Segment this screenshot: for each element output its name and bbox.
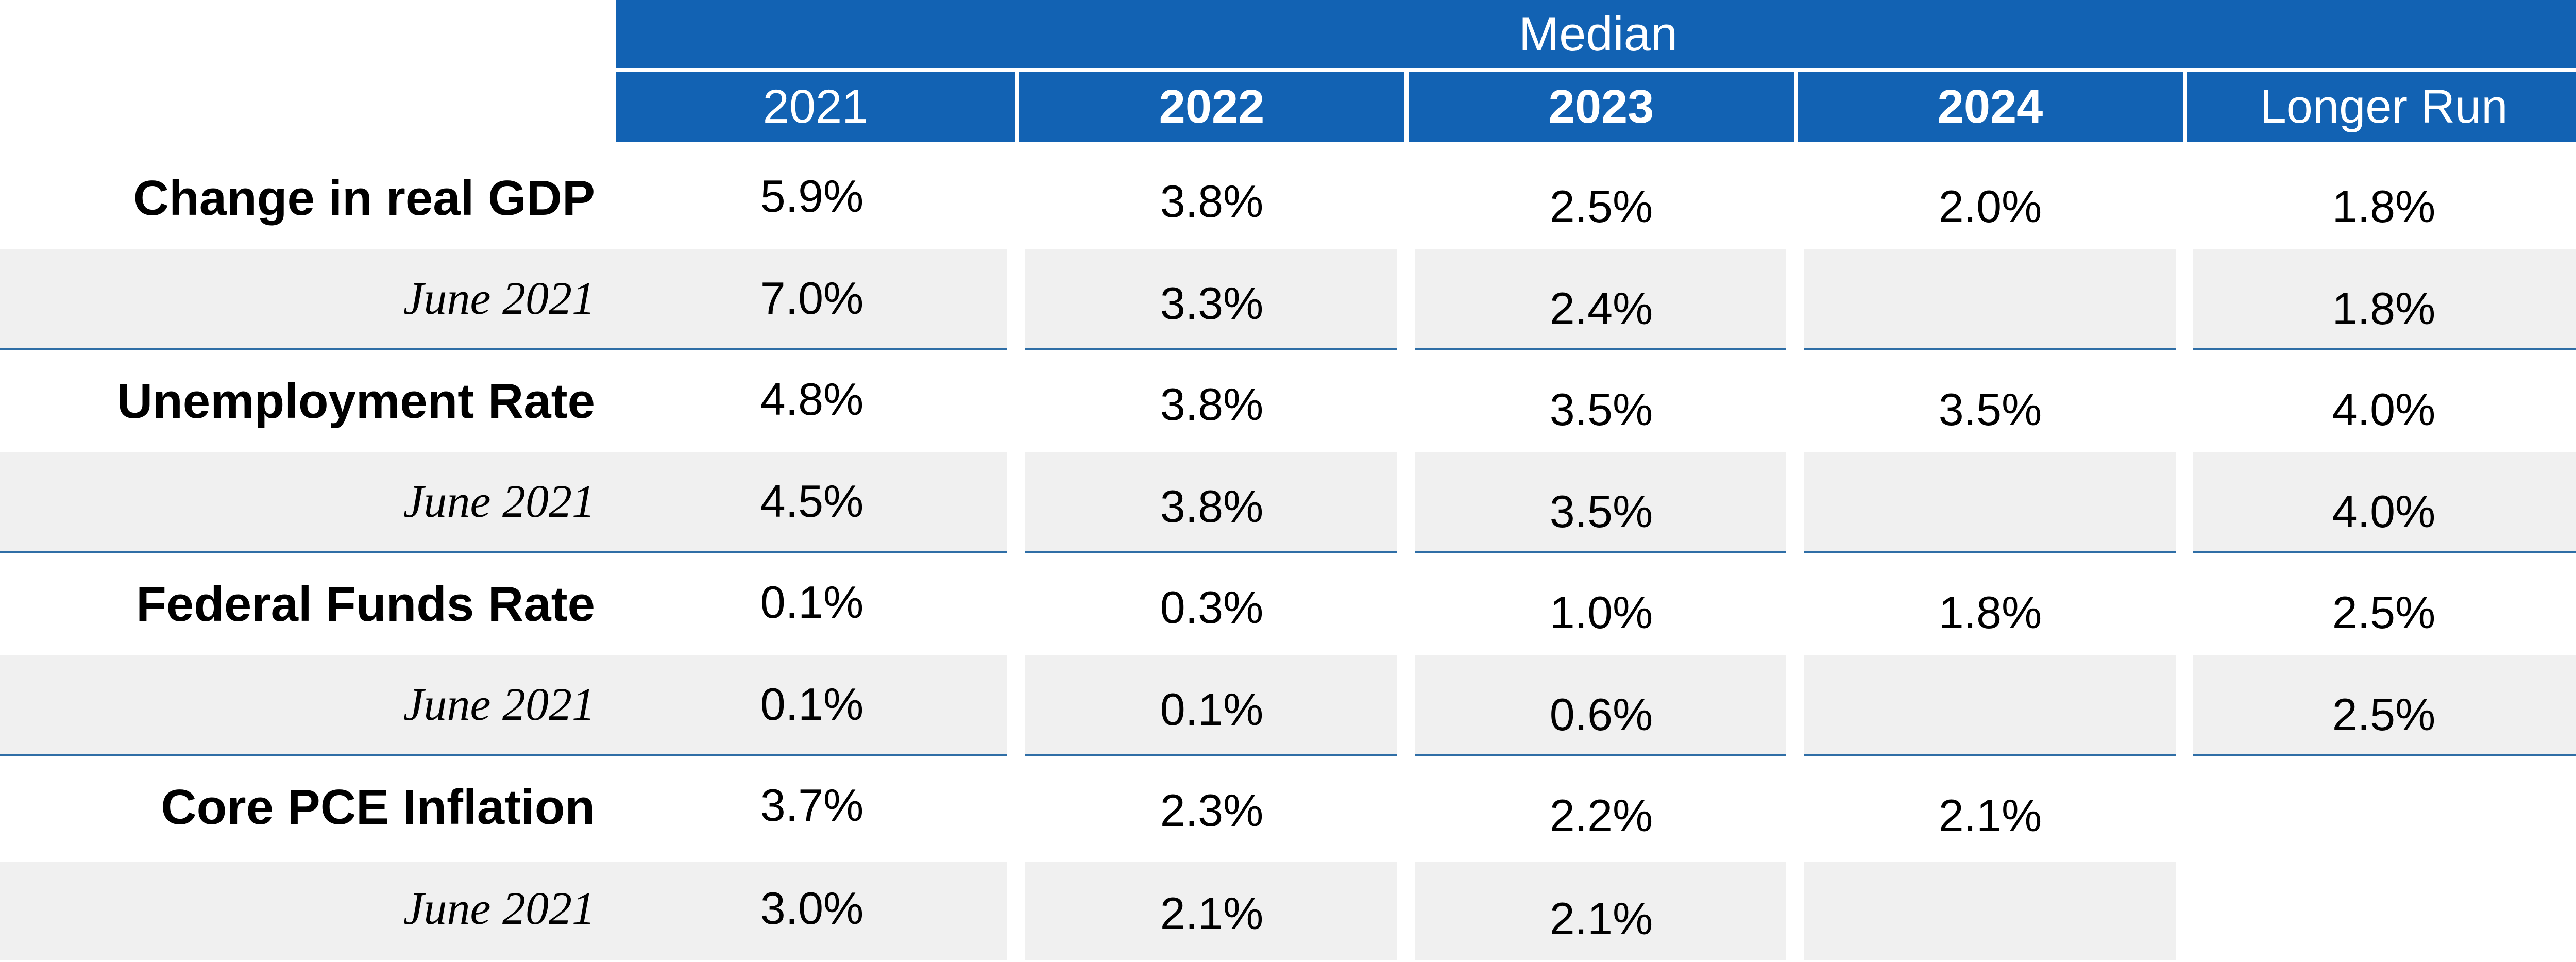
column-header-2022: 2022 (1019, 72, 1404, 142)
shaded-cell-band (1415, 249, 1786, 348)
shaded-cell-band (2193, 452, 2576, 551)
shaded-cell-band (1025, 862, 1397, 960)
row-divider (2193, 754, 2576, 756)
table-cell: 3.8% (1160, 481, 1264, 532)
table-cell: 2.4% (1549, 283, 1653, 334)
row-label-june-2021-unemployment: June 2021 (403, 476, 595, 527)
table-cell: 7.0% (760, 273, 864, 324)
table-cell: 0.6% (1549, 689, 1653, 740)
table-cell: 3.8% (1160, 176, 1264, 227)
table-cell: 2.2% (1549, 790, 1653, 841)
table-cell: 3.3% (1160, 278, 1264, 329)
row-divider (2193, 348, 2576, 350)
shaded-cell-band (1804, 249, 2176, 348)
table-cell: 4.0% (2332, 486, 2436, 537)
row-divider (1415, 754, 1786, 756)
table-cell: 3.5% (1549, 384, 1653, 435)
table-cell: 3.5% (1938, 384, 2042, 435)
table-cell: 0.1% (760, 577, 864, 628)
shaded-cell-band (1025, 249, 1397, 348)
table-cell: 3.7% (760, 780, 864, 831)
shaded-row-band (0, 452, 1007, 551)
column-header-longer-run: Longer Run (2187, 72, 2576, 142)
table-cell: 2.5% (2332, 587, 2436, 638)
table-cell: 0.1% (760, 679, 864, 730)
table-cell: 4.8% (760, 374, 864, 425)
table-cell: 3.8% (1160, 379, 1264, 430)
shaded-cell-band (1025, 452, 1397, 551)
row-divider (1804, 551, 2176, 553)
row-divider (1025, 754, 1397, 756)
shaded-cell-band (1415, 452, 1786, 551)
table-cell: 0.1% (1160, 684, 1264, 735)
row-label-core-pce-inflation: Core PCE Inflation (161, 780, 595, 835)
row-divider (0, 551, 1007, 553)
shaded-cell-band (1415, 655, 1786, 754)
shaded-cell-band (1415, 862, 1786, 960)
shaded-row-band (0, 655, 1007, 754)
table-cell: 4.5% (760, 476, 864, 527)
table-cell: 5.9% (760, 171, 864, 222)
shaded-cell-band (1025, 655, 1397, 754)
row-label-june-2021-gdp: June 2021 (403, 273, 595, 324)
shaded-cell-band (1804, 452, 2176, 551)
table-cell: 0.3% (1160, 582, 1264, 633)
shaded-row-band (0, 249, 1007, 348)
row-label-june-2021-core-pce: June 2021 (403, 883, 595, 934)
column-header-2021: 2021 (616, 72, 1015, 142)
table-cell: 2.5% (1549, 181, 1653, 232)
row-divider (0, 348, 1007, 350)
row-divider (1415, 551, 1786, 553)
row-divider (1025, 348, 1397, 350)
row-divider (1415, 348, 1786, 350)
table-cell: 2.1% (1160, 888, 1264, 939)
table-cell: 1.8% (1938, 587, 2042, 638)
row-label-federal-funds-rate: Federal Funds Rate (136, 577, 595, 632)
row-divider (1804, 348, 2176, 350)
table-cell: 3.0% (760, 883, 864, 934)
row-label-unemployment-rate: Unemployment Rate (116, 374, 595, 429)
table-cell: 1.0% (1549, 587, 1653, 638)
table-cell: 1.8% (2332, 283, 2436, 334)
row-divider (1804, 754, 2176, 756)
column-header-2024: 2024 (1798, 72, 2183, 142)
shaded-cell-band (1804, 862, 2176, 960)
shaded-row-band (0, 862, 1007, 960)
shaded-cell-band (1804, 655, 2176, 754)
column-header-2023: 2023 (1409, 72, 1794, 142)
table-cell: 2.3% (1160, 785, 1264, 836)
table-cell: 1.8% (2332, 181, 2436, 232)
table-cell: 2.5% (2332, 689, 2436, 740)
table-cell: 2.1% (1549, 893, 1653, 944)
median-header: Median (616, 0, 2576, 68)
table-cell: 2.1% (1938, 790, 2042, 841)
table-cell: 2.0% (1938, 181, 2042, 232)
row-divider (2193, 551, 2576, 553)
row-divider (0, 754, 1007, 756)
shaded-cell-band (2193, 655, 2576, 754)
row-divider (1025, 551, 1397, 553)
shaded-cell-band (2193, 249, 2576, 348)
table-cell: 4.0% (2332, 384, 2436, 435)
table-cell: 3.5% (1549, 486, 1653, 537)
row-label-change-in-real-gdp: Change in real GDP (133, 171, 595, 226)
row-label-june-2021-funds-rate: June 2021 (403, 679, 595, 730)
